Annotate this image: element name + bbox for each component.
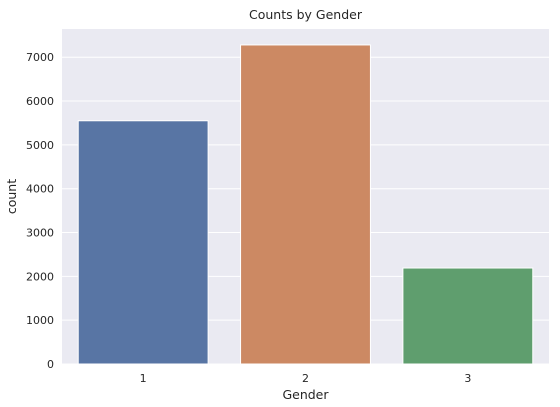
x-tick-label: 1 xyxy=(140,372,147,385)
y-tick-label: 0 xyxy=(47,358,54,371)
bar-3 xyxy=(402,267,534,365)
y-axis-ticks: 0 1000 2000 3000 4000 5000 6000 7000 xyxy=(26,51,54,371)
y-tick-label: 1000 xyxy=(26,314,54,327)
chart-title: Counts by Gender xyxy=(249,7,363,22)
x-axis-label: Gender xyxy=(282,387,329,402)
bar-1 xyxy=(77,120,209,365)
x-tick-label: 3 xyxy=(464,372,471,385)
bars xyxy=(77,44,534,365)
y-tick-label: 4000 xyxy=(26,183,54,196)
y-tick-label: 7000 xyxy=(26,51,54,64)
x-tick-label: 2 xyxy=(302,372,309,385)
y-axis-label: count xyxy=(4,179,19,214)
y-tick-label: 2000 xyxy=(26,270,54,283)
y-tick-label: 5000 xyxy=(26,139,54,152)
y-tick-label: 3000 xyxy=(26,227,54,240)
y-tick-label: 6000 xyxy=(26,95,54,108)
bar-2 xyxy=(240,44,371,365)
x-axis-ticks: 1 2 3 xyxy=(140,372,472,385)
